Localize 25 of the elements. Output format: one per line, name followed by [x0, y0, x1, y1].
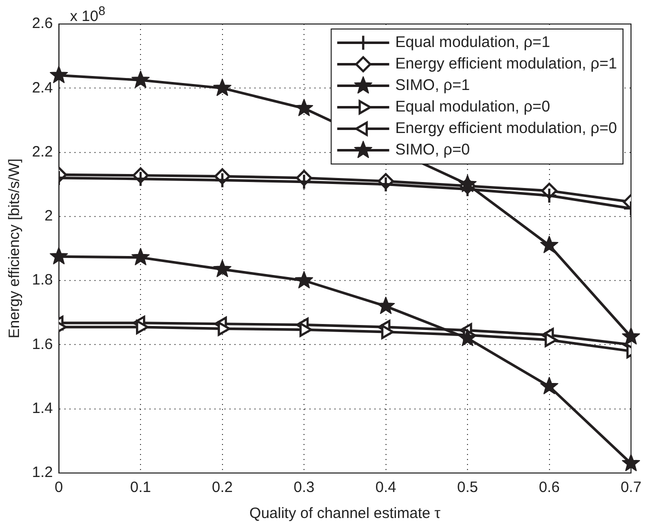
y-tick-label: 2.2 — [32, 143, 53, 160]
x-axis-title: Quality of channel estimate τ — [249, 505, 441, 522]
y-tick-label: 2 — [44, 208, 53, 225]
annotation: x 10$^{8}$ — [70, 4, 106, 25]
x-tick-label: 0.6 — [538, 479, 560, 496]
legend-label: SIMO, ρ=0 — [395, 142, 470, 159]
legend-label: SIMO, ρ=1 — [395, 77, 470, 94]
legend-label: Energy efficient modulation, ρ=0 — [395, 120, 618, 138]
y-tick-label: 2.6 — [32, 15, 53, 32]
x-tick-label: 0 — [54, 479, 64, 496]
y-tick-label: 1.2 — [32, 464, 53, 482]
y-axis-title: Energy efficiency [bits/s/W] — [6, 158, 24, 338]
x-tick-label: 0.2 — [212, 479, 233, 496]
x-tick-label: 0.5 — [457, 479, 478, 496]
x-tick-label: 0.3 — [294, 479, 314, 496]
y-tick-label: 1.4 — [32, 400, 53, 417]
x-tick-label: 0.1 — [130, 479, 152, 496]
legend-label: Equal modulation, ρ=0 — [395, 98, 550, 116]
legend-label: Energy efficient modulation, ρ=1 — [395, 56, 618, 73]
legend-label: Equal modulation, ρ=1 — [395, 34, 550, 52]
x-tick-label: 0.7 — [620, 479, 642, 496]
y-tick-label: 1.8 — [32, 272, 53, 289]
y-tick-label: 2.4 — [32, 79, 53, 96]
y-tick-label: 1.6 — [32, 336, 53, 353]
x-tick-label: 0.4 — [375, 479, 396, 496]
